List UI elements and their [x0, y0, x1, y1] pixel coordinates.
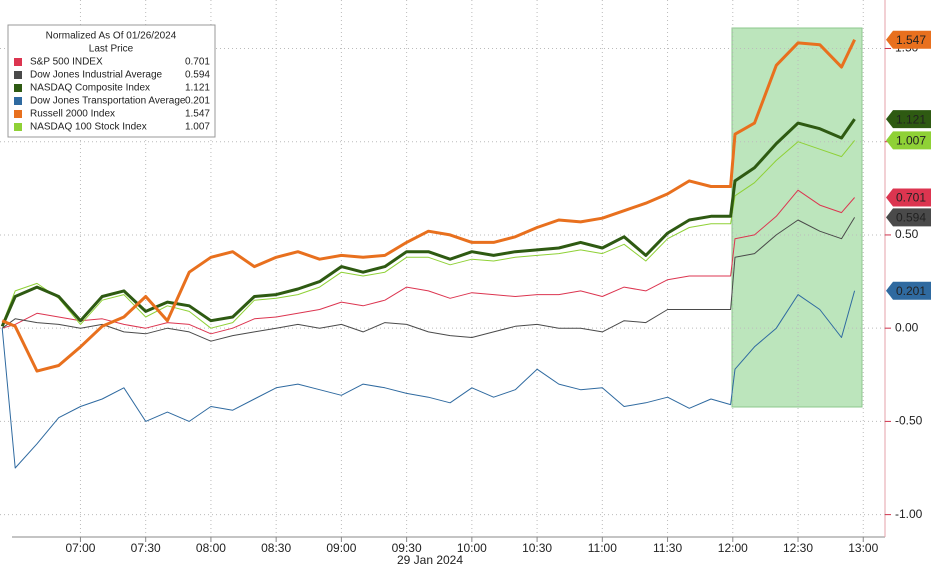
legend-swatch: [14, 71, 22, 79]
value-box: [886, 30, 931, 49]
legend-value: 0.201: [185, 96, 210, 107]
series-line: [0, 118, 856, 327]
series-line: [1, 290, 856, 469]
legend-swatch: [14, 110, 22, 118]
series-line: [1, 39, 856, 373]
legend-swatch: [14, 84, 22, 92]
value-box-label: 1.547: [896, 33, 926, 47]
x-tick-label: 11:00: [588, 541, 617, 555]
value-box-label: 1.007: [896, 134, 926, 148]
legend-value: 0.701: [185, 57, 210, 68]
legend-label: NASDAQ 100 Stock Index: [30, 122, 147, 133]
x-tick-label: 08:00: [196, 541, 226, 555]
highlight-region: [731, 27, 863, 408]
series-line: [2, 189, 855, 335]
legend-label: Dow Jones Industrial Average: [30, 70, 163, 81]
legend-value: 1.121: [185, 83, 210, 94]
x-tick-label: 10:30: [522, 541, 552, 555]
value-box-label: 1.121: [896, 112, 926, 126]
x-tick-label: 10:00: [457, 541, 487, 555]
legend-value: 0.594: [185, 70, 210, 81]
legend-value: 1.547: [185, 109, 210, 120]
value-box: [886, 131, 931, 150]
x-tick-label: 09:30: [392, 541, 422, 555]
y-tick-label: 0.00: [895, 320, 919, 334]
x-tick-label: 07:00: [65, 541, 95, 555]
y-tick-label: -0.50: [895, 414, 923, 428]
x-tick-label: 13:00: [848, 541, 878, 555]
legend-label: S&P 500 INDEX: [30, 57, 103, 68]
legend-label: Dow Jones Transportation Average: [30, 96, 186, 107]
series-line: [1, 217, 856, 342]
x-tick-label: 08:30: [261, 541, 291, 555]
value-box: [886, 208, 931, 227]
y-tick-label: 0.50: [895, 227, 919, 241]
legend-swatch: [14, 123, 22, 131]
legend-label: NASDAQ Composite Index: [30, 83, 150, 94]
legend-box: [7, 24, 216, 138]
legend-subtitle: Last Price: [89, 44, 134, 55]
value-box-label: 0.701: [896, 191, 926, 205]
y-tick-label: -1.00: [895, 507, 923, 521]
legend: Normalized As Of 01/26/2024 Last Price S&P…: [7, 24, 216, 138]
series-line: [1, 140, 855, 329]
x-axis-label: 29 Jan 2024: [397, 553, 463, 567]
value-box: [886, 110, 931, 129]
x-tick-label: 11:30: [653, 541, 682, 555]
legend-swatch: [14, 97, 22, 105]
x-tick-label: 09:00: [326, 541, 356, 555]
value-box: [886, 281, 931, 300]
x-tick-label: 12:00: [718, 541, 748, 555]
value-box-label: 0.594: [896, 211, 926, 225]
legend-label: Russell 2000 Index: [30, 109, 115, 120]
value-box: [886, 188, 931, 207]
legend-swatch: [14, 58, 22, 66]
x-tick-label: 12:30: [783, 541, 813, 555]
x-tick-label: 07:30: [131, 541, 161, 555]
legend-title: Normalized As Of 01/26/2024: [46, 31, 177, 42]
value-box-label: 0.201: [896, 284, 926, 298]
legend-value: 1.007: [185, 122, 210, 133]
